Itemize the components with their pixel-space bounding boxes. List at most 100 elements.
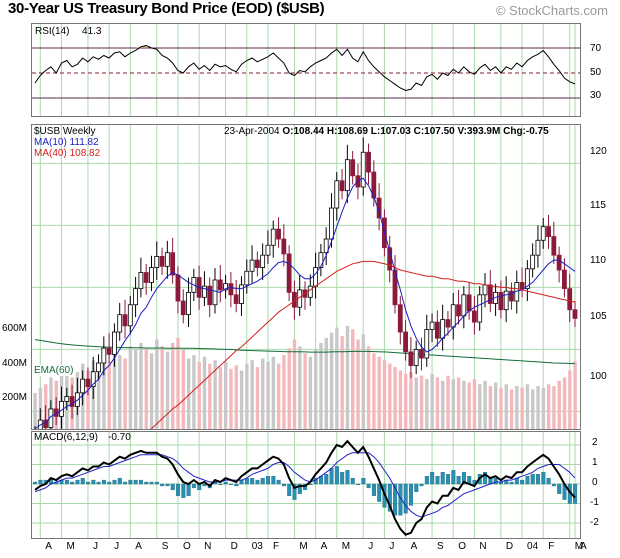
x-tick-label: M: [574, 541, 584, 552]
volume-bar: [467, 382, 471, 429]
macd-value: -0.70: [108, 432, 131, 443]
candle-body: [556, 254, 562, 271]
volume-bar: [393, 367, 397, 429]
candle-body: [202, 285, 207, 298]
candle-body: [80, 378, 86, 394]
macd-hist-bar: [186, 483, 191, 496]
volume-bar: [282, 355, 286, 429]
macd-hist-bar: [107, 481, 112, 485]
candle-body: [472, 310, 477, 323]
volume-bar: [351, 329, 355, 429]
vol-tick-400m: 400M: [2, 358, 28, 369]
x-tick-label: N: [204, 541, 212, 552]
volume-bar: [266, 361, 270, 429]
candle-body: [397, 304, 403, 333]
volume-bar: [335, 327, 339, 429]
candle-body: [239, 284, 244, 304]
candle-body: [376, 197, 382, 219]
macd-tick-1: 1: [592, 457, 598, 468]
candle-body: [535, 239, 541, 256]
volume-bar: [488, 386, 493, 429]
candle-body: [509, 290, 514, 302]
macd-hist-bar: [260, 477, 265, 485]
rsi-line: [34, 44, 576, 92]
macd-hist-bar: [64, 479, 69, 485]
x-tick-label: F: [272, 541, 280, 552]
macd-hist-bar: [255, 479, 260, 485]
macd-hist-bar: [239, 479, 244, 485]
macd-hist-bar: [403, 483, 408, 514]
macd-hist-bar: [424, 476, 429, 485]
candle-body: [503, 290, 509, 311]
volume-bar: [160, 346, 164, 429]
volume-bar: [403, 373, 408, 429]
volume-bar: [102, 356, 106, 429]
candle-body: [450, 304, 456, 328]
macd-hist-bar: [176, 483, 181, 496]
macd-hist-bar: [366, 483, 371, 489]
candle-body: [572, 309, 578, 319]
macd-hist-bar: [541, 472, 546, 485]
macd-hist-bar: [297, 483, 302, 494]
quote-high: H:108.69: [326, 126, 368, 137]
macd-plot: [32, 432, 580, 538]
x-tick-label: 03: [251, 541, 263, 552]
candle-body: [519, 282, 525, 290]
volume-bar: [308, 356, 313, 429]
candle-body: [69, 396, 75, 407]
macd-label: MACD(6,12,9): [34, 432, 98, 443]
volume-bar: [239, 370, 244, 429]
macd-hist-bar: [75, 479, 80, 485]
macd-hist-bar: [154, 481, 159, 485]
macd-hist-bar: [446, 474, 451, 485]
volume-bar: [493, 382, 498, 429]
volume-bar: [419, 375, 424, 429]
symbol-label: $USB Weekly: [34, 126, 96, 137]
macd-hist-bar: [276, 479, 281, 485]
volume-bar: [483, 380, 487, 429]
volume-bar: [441, 380, 445, 429]
candle-body: [154, 255, 160, 268]
candle-body: [350, 159, 356, 177]
volume-bar: [557, 380, 561, 429]
ma10-label: MA(10) 111.82: [34, 137, 99, 148]
volume-bar: [96, 367, 101, 429]
macd-hist-bar: [160, 483, 165, 487]
volume-bar: [176, 337, 180, 429]
macd-tick-neg2: -2: [590, 517, 599, 528]
candle-body: [445, 319, 451, 328]
volume-bar: [409, 372, 413, 429]
candle-body: [101, 347, 107, 364]
volume-bar: [525, 384, 530, 429]
macd-hist-bar: [223, 481, 228, 485]
macd-hist-bar: [361, 477, 366, 485]
candle-body: [138, 272, 144, 290]
candle-body: [159, 255, 165, 267]
candle-body: [461, 294, 467, 317]
price-plot: [32, 125, 580, 429]
candle-body: [419, 348, 424, 359]
x-tick-label: J: [114, 541, 120, 552]
macd-hist-bar: [80, 477, 85, 485]
candle-body: [122, 314, 128, 327]
candle-body: [403, 331, 408, 353]
candle-body: [180, 300, 186, 316]
candle-body: [546, 226, 551, 237]
quote-low: L:107.03: [370, 126, 411, 137]
volume-bar: [165, 351, 170, 429]
candle-body: [424, 329, 430, 359]
macd-hist-bar: [509, 481, 514, 485]
candle-body: [466, 294, 472, 312]
price-tick-120: 120: [590, 146, 607, 157]
x-tick-label: O: [182, 541, 191, 552]
chart-title: 30-Year US Treasury Bond Price (EOD) ($U…: [8, 0, 325, 17]
macd-hist-bar: [530, 474, 535, 485]
macd-hist-bar: [287, 483, 292, 496]
volume-bar: [261, 358, 265, 429]
candle-body: [524, 268, 530, 290]
macd-panel: MACD(6,12,9) -0.70: [31, 431, 581, 539]
x-tick-label: S: [161, 541, 169, 552]
rsi-label: RSI(14): [35, 26, 70, 37]
candle-body: [307, 285, 313, 298]
macd-hist-bar: [170, 483, 175, 491]
